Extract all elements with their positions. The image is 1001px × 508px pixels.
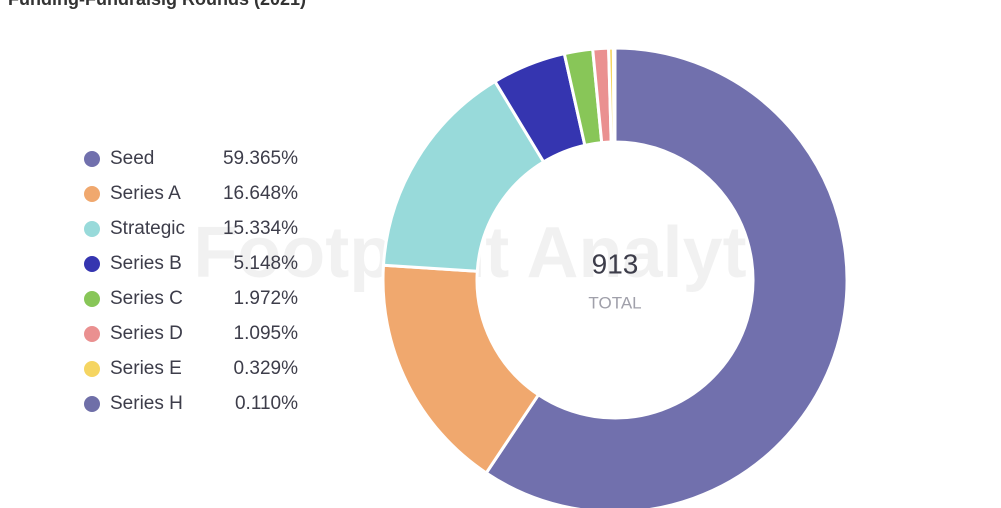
legend-label: Series B (110, 253, 182, 274)
legend-value: 1.972% (234, 288, 299, 309)
legend-dot (84, 151, 100, 167)
donut-slice (611, 46, 617, 144)
legend-value: 5.148% (234, 253, 299, 274)
legend-value: 0.329% (234, 358, 299, 379)
legend-value: 59.365% (223, 148, 298, 169)
legend-value: 0.110% (235, 393, 298, 414)
legend-label: Series C (110, 288, 183, 309)
legend-dot (84, 221, 100, 237)
donut-slice (484, 46, 849, 508)
legend-dot (84, 291, 100, 307)
legend-label: Series D (110, 323, 183, 344)
legend-dot (84, 396, 100, 412)
legend-label: Strategic (110, 218, 185, 239)
legend-dot (84, 186, 100, 202)
donut-slice (381, 263, 541, 476)
total-label: TOTAL (588, 293, 641, 312)
legend-label: Series A (110, 183, 181, 204)
legend-label: Series H (110, 393, 183, 414)
legend-value: 1.095% (234, 323, 299, 344)
chart-title: Funding-Fundraisig Rounds (2021) (8, 0, 306, 9)
legend-dot (84, 256, 100, 272)
legend-value: 15.334% (223, 218, 298, 239)
legend-label: Seed (110, 148, 154, 169)
legend-value: 16.648% (223, 183, 298, 204)
legend-dot (84, 361, 100, 377)
total-value: 913 (592, 248, 639, 279)
legend-dot (84, 326, 100, 342)
watermark: Footprint Analytics (193, 213, 846, 293)
legend-label: Series E (110, 358, 182, 379)
